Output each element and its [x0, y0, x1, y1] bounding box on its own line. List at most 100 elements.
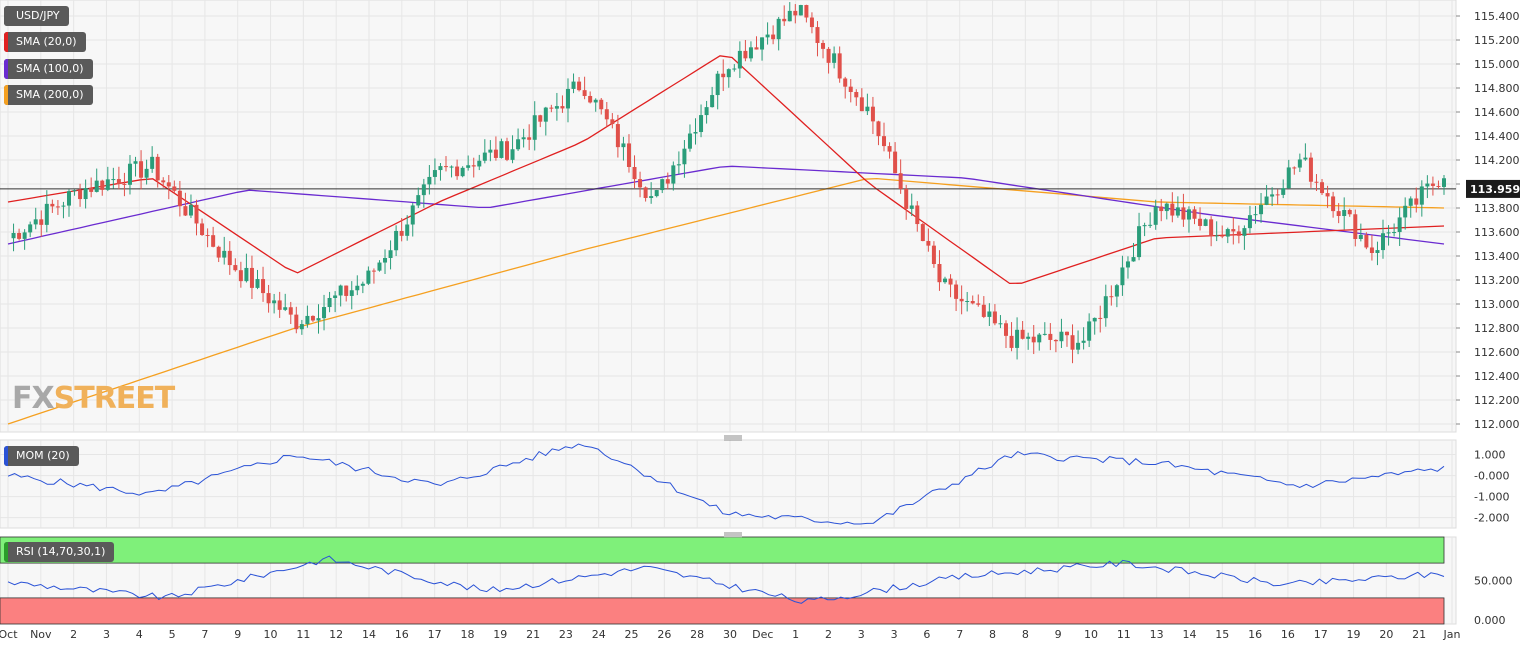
candle-up — [726, 69, 731, 78]
candle-down — [194, 204, 199, 224]
candle-down — [155, 156, 160, 181]
candle-up — [299, 324, 304, 330]
candle-up — [272, 300, 277, 304]
candle-down — [665, 179, 670, 184]
candle-up — [649, 196, 654, 198]
price-tick-label: 112.600 — [1474, 346, 1520, 359]
candle-down — [638, 179, 643, 188]
candle-up — [510, 149, 515, 160]
candle-down — [1009, 335, 1014, 348]
candle-up — [765, 34, 770, 38]
legend-sma200[interactable]: SMA (200,0) — [4, 85, 93, 105]
candle-up — [1425, 183, 1430, 187]
candle-up — [349, 290, 354, 296]
mom-line — [7, 443, 1445, 525]
candle-up — [1303, 157, 1308, 160]
legend-sma20-label: SMA (20,0) — [16, 35, 77, 48]
candle-up — [283, 307, 288, 310]
candle-up — [1026, 336, 1031, 339]
candle-up — [1297, 159, 1302, 168]
candle-up — [1037, 334, 1042, 343]
legend-symbol-label: USD/JPY — [16, 9, 60, 22]
candle-down — [931, 245, 936, 265]
legend-sma20[interactable]: SMA (20,0) — [4, 32, 86, 52]
candle-down — [1320, 182, 1325, 194]
price-tick-label: 113.600 — [1474, 226, 1520, 239]
candle-up — [1386, 232, 1391, 234]
legend-sma100[interactable]: SMA (100,0) — [4, 59, 93, 79]
rsi-line — [7, 555, 1445, 604]
legend-sma20-swatch — [4, 32, 8, 52]
legend-mom[interactable]: MOM (20) — [4, 446, 79, 466]
legend-mom-swatch — [4, 446, 8, 466]
candle-up — [760, 37, 765, 50]
candle-up — [532, 115, 537, 140]
candle-up — [1442, 178, 1446, 187]
candle-up — [1286, 167, 1291, 189]
candle-up — [1358, 234, 1363, 239]
legend-sma200-label: SMA (200,0) — [16, 88, 84, 101]
candle-down — [205, 235, 210, 237]
last-price-label: 113.959 — [1470, 183, 1520, 196]
candle-up — [388, 250, 393, 258]
price-panel-bg — [0, 0, 1457, 433]
candle-up — [554, 106, 559, 109]
candle-down — [233, 265, 238, 271]
candle-up — [222, 250, 227, 258]
candle-up — [1397, 217, 1402, 233]
candle-down — [166, 182, 171, 187]
candle-down — [549, 107, 554, 109]
candle-down — [1170, 203, 1175, 216]
x-tick-label: 12 — [329, 628, 343, 641]
candle-down — [527, 137, 532, 140]
legend-rsi[interactable]: RSI (14,70,30,1) — [4, 542, 115, 562]
candle-down — [1436, 185, 1441, 187]
candle-up — [1042, 333, 1047, 335]
candle-down — [216, 246, 221, 258]
x-tick-label: 17 — [428, 628, 442, 641]
candle-down — [1198, 218, 1203, 226]
candle-down — [809, 17, 814, 28]
x-tick-label: 9 — [1055, 628, 1062, 641]
candle-down — [55, 206, 60, 208]
candle-up — [521, 137, 526, 140]
candle-down — [493, 149, 498, 158]
candle-down — [743, 50, 748, 59]
x-tick-label: 3 — [858, 628, 865, 641]
candle-down — [1020, 329, 1025, 339]
candle-down — [937, 264, 942, 283]
candle-up — [865, 106, 870, 112]
candle-down — [1275, 194, 1280, 196]
candle-down — [981, 304, 986, 317]
price-tick-label: 112.400 — [1474, 370, 1520, 383]
candle-up — [565, 88, 570, 109]
x-tick-label: 21 — [526, 628, 540, 641]
x-tick-label: 5 — [169, 628, 176, 641]
candle-up — [1242, 228, 1247, 236]
legend-symbol[interactable]: USD/JPY — [4, 6, 69, 26]
candle-up — [1164, 203, 1169, 212]
x-tick-label: 16 — [1248, 628, 1262, 641]
candle-up — [832, 53, 837, 63]
candle-down — [1414, 198, 1419, 205]
price-tick-label: 113.400 — [1474, 250, 1520, 263]
candle-down — [599, 99, 604, 110]
candle-up — [1131, 257, 1136, 262]
candle-up — [654, 190, 659, 197]
candle-down — [177, 190, 182, 207]
candle-up — [66, 191, 71, 206]
candle-up — [305, 315, 310, 325]
candle-down — [882, 136, 887, 147]
candle-down — [39, 219, 44, 225]
candle-up — [748, 47, 753, 59]
x-tick-label: 2 — [70, 628, 77, 641]
candle-down — [804, 5, 809, 18]
candle-up — [61, 205, 66, 207]
candle-down — [344, 285, 349, 296]
candle-down — [266, 293, 271, 304]
candle-down — [1369, 247, 1374, 254]
candle-up — [737, 50, 742, 69]
candle-up — [244, 267, 249, 282]
candle-down — [1070, 335, 1075, 350]
x-tick-label: 15 — [1215, 628, 1229, 641]
